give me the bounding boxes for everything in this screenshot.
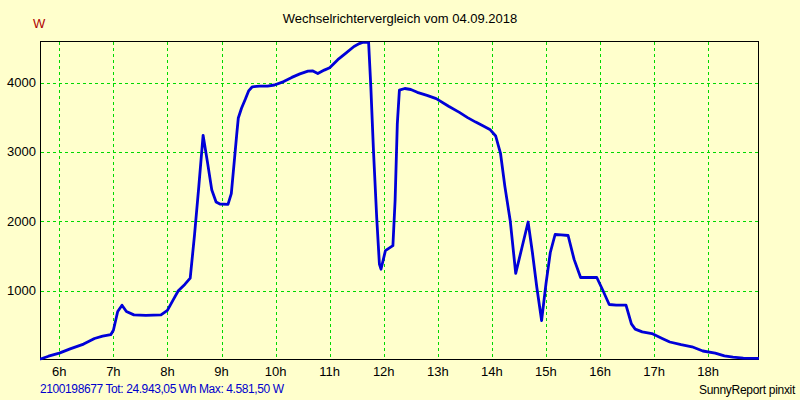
x-tick-label: 15h — [535, 364, 557, 379]
footer-summary-text: 2100198677 Tot: 24.943,05 Wh Max: 4.581,… — [40, 382, 284, 396]
y-tick-label: 2000 — [7, 214, 36, 229]
y-tick-label: 1000 — [7, 283, 36, 298]
x-tick-label: 7h — [106, 364, 120, 379]
x-tick-label: 17h — [643, 364, 665, 379]
power-series-line — [40, 42, 759, 359]
x-tick-label: 8h — [160, 364, 174, 379]
x-tick-label: 6h — [52, 364, 66, 379]
x-tick-label: 10h — [265, 364, 287, 379]
chart-page: Wechselrichtervergleich vom 04.09.2018 W… — [0, 0, 800, 400]
x-tick-label: 16h — [589, 364, 611, 379]
power-line-chart: 1000 2000 3000 4000 6h 7h 8h 9h 10h 11h 12h 13h 14h 1… — [0, 0, 800, 400]
x-tick-label: 14h — [481, 364, 503, 379]
x-tick-label: 13h — [427, 364, 449, 379]
x-tick-label: 12h — [373, 364, 395, 379]
footer-brand-text: SunnyReport pinxit — [699, 383, 795, 397]
x-tick-label: 18h — [697, 364, 719, 379]
y-tick-label: 3000 — [7, 144, 36, 159]
y-tick-label: 4000 — [7, 75, 36, 90]
x-tick-label: 11h — [319, 364, 340, 379]
x-tick-label: 9h — [214, 364, 228, 379]
